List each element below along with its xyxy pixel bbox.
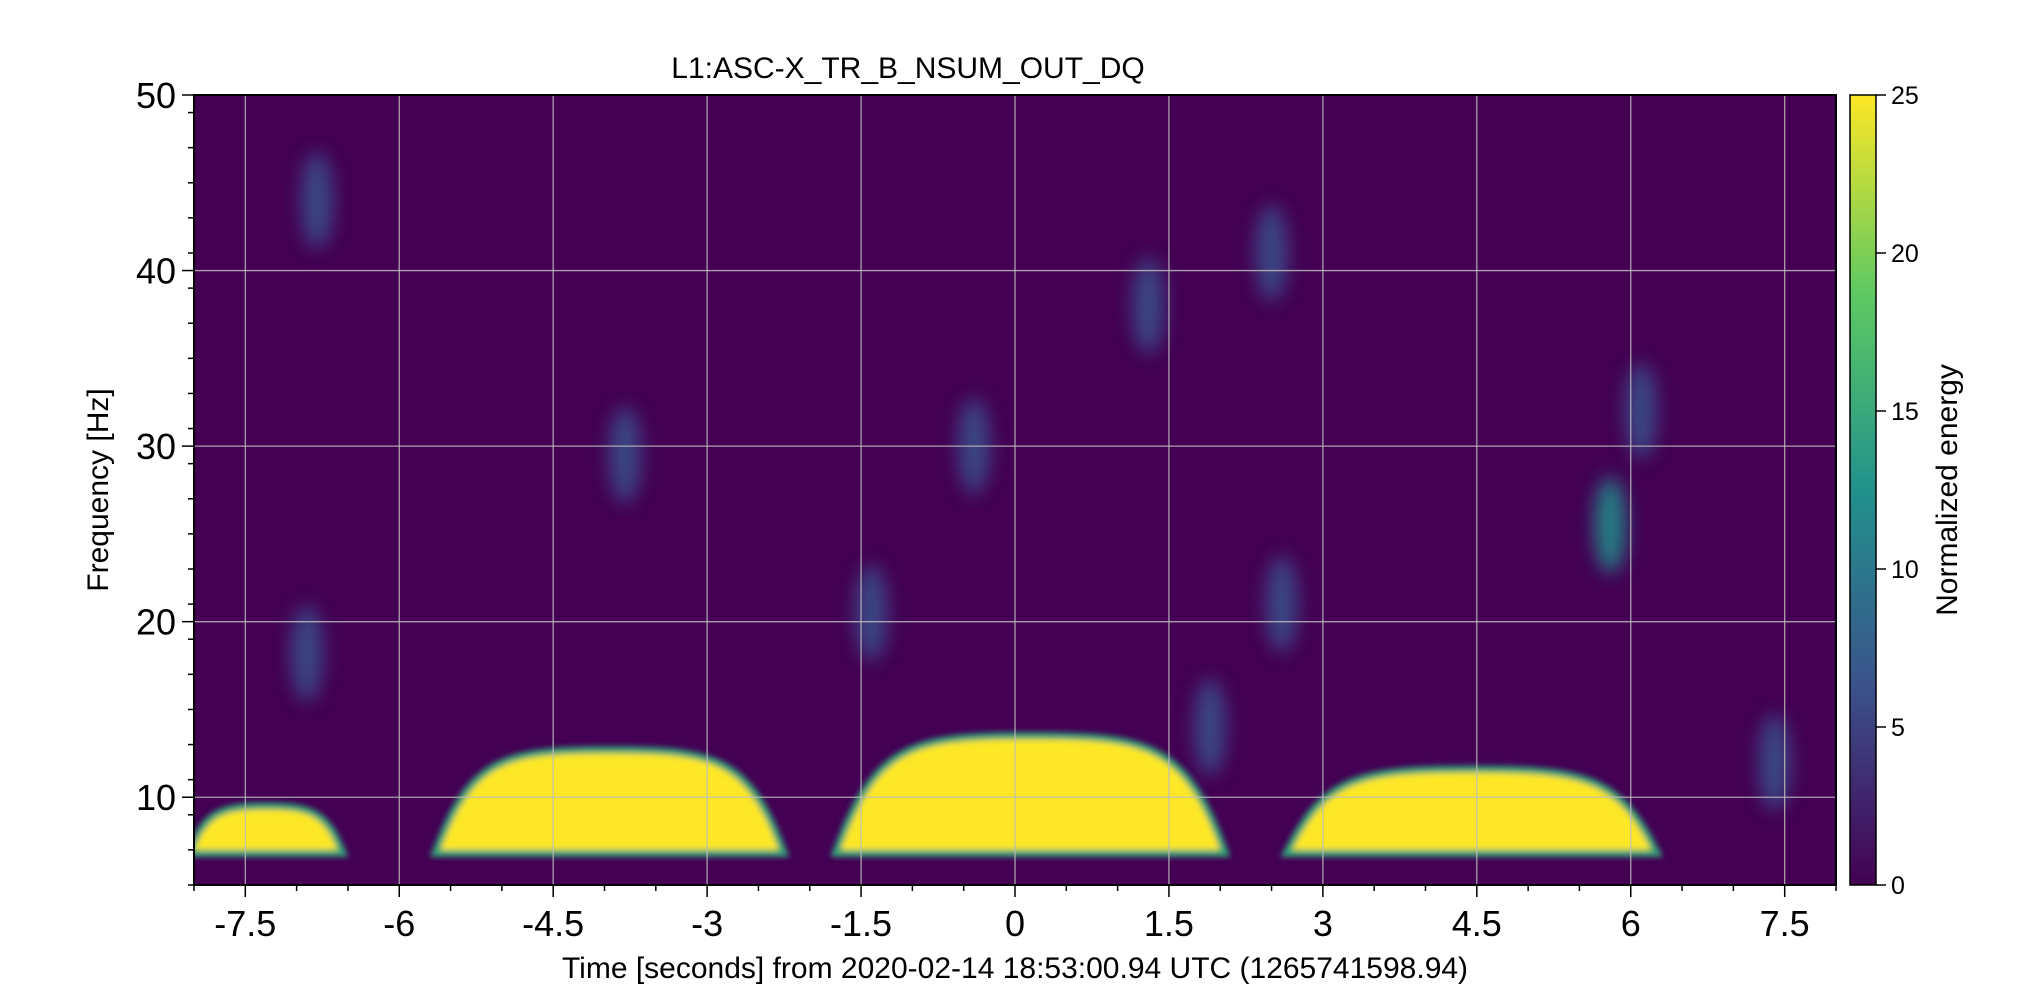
high-energy-region-2 — [840, 739, 1221, 850]
minor-feature-7 — [855, 564, 888, 661]
y-tick-label-1: 20 — [136, 602, 176, 643]
colorbar-ticks: 0 5 10 15 20 25 — [1876, 82, 1919, 900]
colorbar: 0 5 10 15 20 25 Normalized energy — [1849, 82, 1964, 900]
minor-feature-10 — [1132, 257, 1165, 354]
high-energy-region-3 — [1292, 772, 1652, 850]
minor-feature-1 — [1594, 477, 1627, 574]
x-tick-label-5: 0 — [1005, 903, 1025, 944]
colorbar-tick-label-5: 25 — [1891, 82, 1919, 110]
y-axis-label: Frequency [Hz] — [82, 388, 115, 591]
minor-feature-9 — [301, 152, 334, 249]
grid — [194, 95, 1836, 885]
plot-area — [194, 95, 1836, 885]
minor-feature-6 — [1758, 714, 1791, 811]
x-tick-label-7: 3 — [1313, 903, 1333, 944]
x-tick-label-8: 4.5 — [1452, 903, 1502, 944]
y-tick-label-0: 10 — [136, 777, 176, 818]
high-energy-region-1 — [440, 753, 779, 850]
y-tick-label-3: 40 — [136, 251, 176, 292]
minor-feature-0 — [609, 406, 642, 503]
colorbar-tick-label-2: 10 — [1891, 556, 1919, 584]
minor-feature-5 — [1193, 679, 1226, 775]
x-tick-label-0: -7.5 — [214, 903, 276, 944]
high-energy-region-0 — [194, 809, 338, 850]
minor-features-layer — [290, 152, 1791, 811]
y-tick-label-2: 30 — [136, 426, 176, 467]
x-axis-label: Time [seconds] from 2020-02-14 18:53:00.… — [562, 952, 1468, 985]
minor-feature-3 — [290, 605, 323, 702]
high-energy-layer — [194, 732, 1663, 857]
minor-feature-4 — [1265, 556, 1298, 653]
y-tick-label-4: 50 — [136, 75, 176, 116]
x-tick-label-1: -6 — [383, 903, 415, 944]
x-tick-label-6: 1.5 — [1144, 903, 1194, 944]
x-tick-label-2: -4.5 — [522, 903, 584, 944]
minor-feature-2 — [1625, 363, 1658, 459]
x-tick-label-3: -3 — [691, 903, 723, 944]
minor-feature-8 — [1255, 205, 1288, 301]
x-tick-label-10: 7.5 — [1760, 903, 1810, 944]
x-tick-label-4: -1.5 — [830, 903, 892, 944]
chart-title: L1:ASC-X_TR_B_NSUM_OUT_DQ — [671, 52, 1144, 85]
colorbar-tick-label-0: 0 — [1891, 872, 1905, 900]
x-tick-label-9: 6 — [1621, 903, 1641, 944]
colorbar-label: Normalized energy — [1931, 364, 1964, 616]
x-axis: -7.5 -6 -4.5 -3 -1.5 0 1.5 3 4.5 6 7.5 — [193, 885, 1837, 944]
colorbar-tick-label-1: 5 — [1891, 714, 1905, 742]
y-axis: 10 20 30 40 50 — [136, 75, 194, 886]
colorbar-gradient — [1849, 94, 1877, 886]
colorbar-tick-label-3: 15 — [1891, 398, 1919, 426]
colorbar-tick-label-4: 20 — [1891, 240, 1919, 268]
